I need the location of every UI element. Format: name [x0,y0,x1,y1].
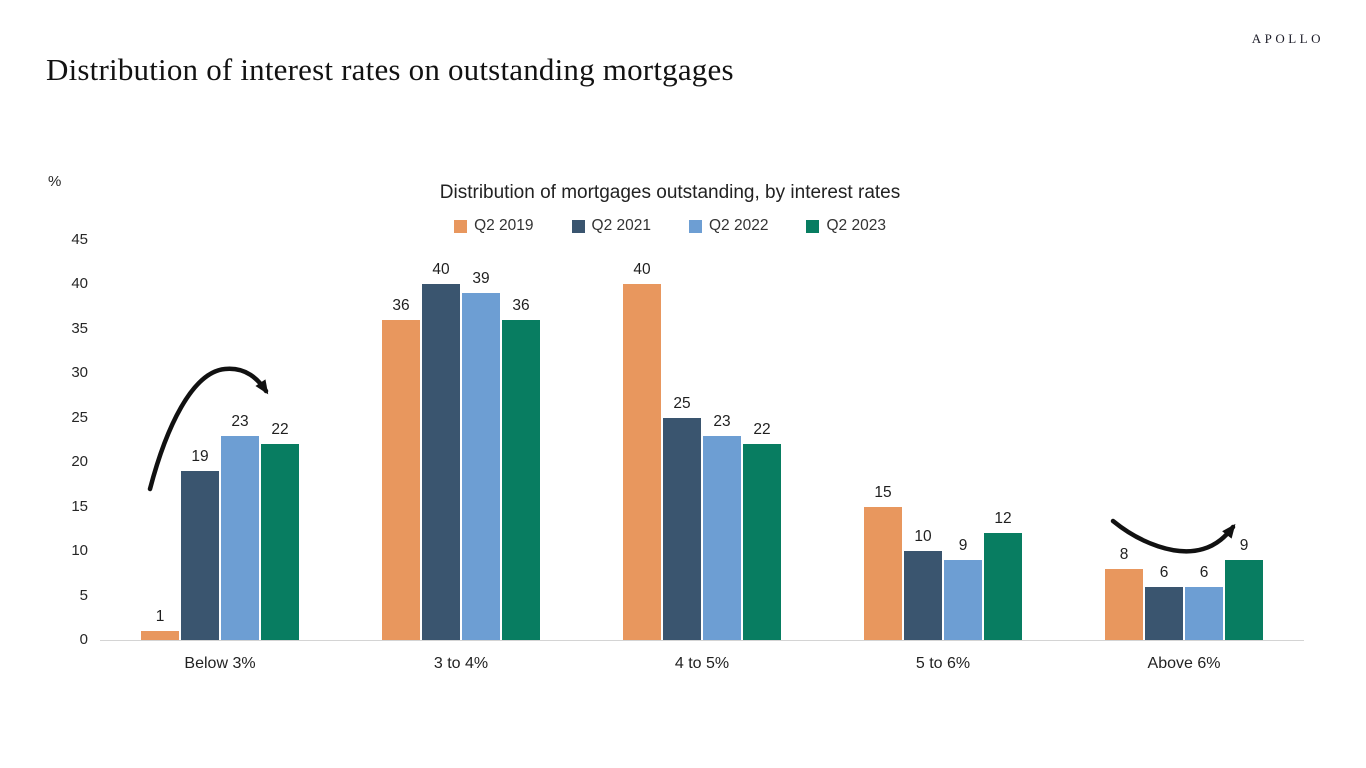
y-tick-label: 20 [71,453,88,471]
bar-value-label: 15 [874,484,892,501]
bar-value-label: 22 [753,421,771,438]
y-tick-label: 0 [79,631,88,648]
x-category-label: Below 3% [184,655,256,672]
legend-item: Q2 2022 [689,217,768,235]
legend-item: Q2 2021 [571,217,651,235]
bar [663,418,701,640]
x-category-label: Above 6% [1147,655,1221,672]
page-title: Distribution of interest rates on outsta… [46,52,734,87]
legend-swatch-icon [571,219,585,233]
bar-value-label: 6 [1199,564,1209,581]
bar [141,631,179,640]
bar [1105,569,1143,640]
legend-item: Q2 2019 [454,217,534,235]
bar-value-label: 8 [1119,546,1129,563]
bar-value-label: 40 [633,261,651,278]
bar-value-label: 25 [673,395,691,412]
x-axis-baseline [100,640,1304,641]
bar [1225,560,1263,640]
legend-swatch-icon [689,219,702,233]
bar [502,320,540,640]
bar-value-label: 36 [392,297,410,314]
bar [422,284,460,640]
bar-value-label: 12 [994,510,1012,527]
bar-value-label: 23 [713,413,731,430]
bar-value-label: 40 [432,261,450,278]
y-axis-unit-label: % [48,173,62,190]
x-category-label: 3 to 4% [433,655,489,672]
bar [944,560,982,640]
chart-legend: Q2 2019 Q2 2021 Q2 2022 Q2 2023 [100,217,1240,235]
x-category-label: 5 to 6% [915,655,971,672]
legend-swatch-icon [454,219,468,233]
bar [984,533,1022,640]
y-tick-label: 15 [71,497,88,515]
bar [382,320,420,640]
bar [904,551,942,640]
legend-item: Q2 2023 [806,217,886,235]
bar-value-label: 19 [191,448,209,465]
bar-value-label: 36 [512,297,530,314]
bar-value-label: 9 [958,537,968,554]
bar-value-label: 9 [1239,537,1249,554]
bar-value-label: 22 [271,421,289,438]
bar [743,444,781,640]
y-tick-label: 25 [71,408,88,426]
y-tick-label: 10 [71,542,88,560]
bar-value-label: 39 [472,270,490,287]
y-tick-label: 30 [71,364,88,382]
apollo-logo: APOLLO [1251,31,1324,46]
chart-title: Distribution of mortgages outstanding, b… [439,182,901,203]
legend-swatch-icon [806,219,820,233]
bar-value-label: 6 [1159,564,1169,581]
x-category-label: 4 to 5% [674,655,730,672]
legend-label: Q2 2019 [474,217,534,234]
bar [462,293,500,640]
y-tick-label: 40 [71,275,88,293]
bar [1145,587,1183,640]
bar [181,471,219,640]
y-tick-label: 45 [71,231,88,248]
y-tick-label: 5 [79,586,88,604]
bar [221,436,259,640]
bar-value-label: 10 [914,528,932,545]
bar [864,507,902,640]
bar-value-label: 1 [155,608,165,625]
bar [703,436,741,640]
legend-label: Q2 2022 [709,217,769,234]
legend-label: Q2 2021 [591,217,651,234]
bar-value-label: 23 [231,413,249,430]
bar [623,284,661,640]
legend-label: Q2 2023 [826,217,886,234]
bar [261,444,299,640]
bar [1185,587,1223,640]
y-tick-label: 35 [71,319,88,337]
